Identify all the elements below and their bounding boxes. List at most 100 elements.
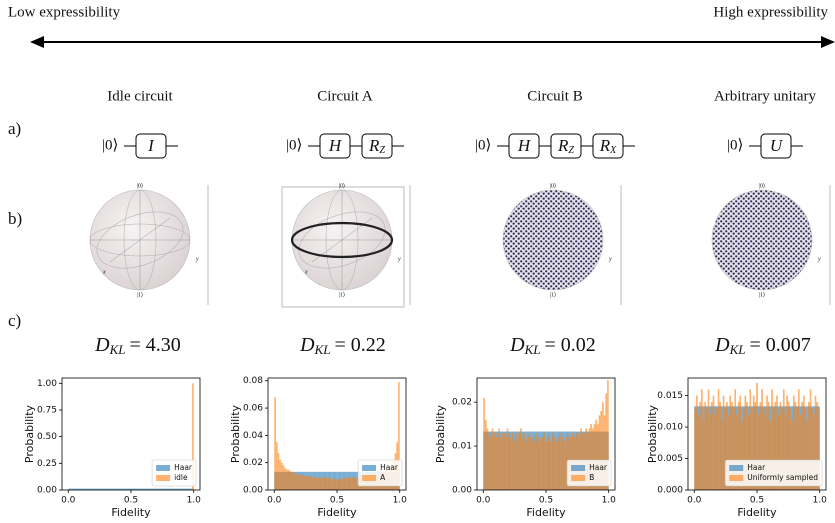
histogram-bar	[712, 395, 715, 490]
legend-swatch	[156, 475, 171, 481]
histogram-bar	[520, 428, 522, 490]
histogram-bar	[776, 395, 778, 490]
histogram-bar	[550, 441, 552, 490]
dkl-value: = 0.22	[335, 334, 386, 356]
histogram-bar	[287, 469, 290, 490]
histogram-bar	[69, 488, 72, 490]
histogram-bar	[74, 488, 77, 490]
gate-label: U	[770, 136, 784, 155]
histogram-bar	[73, 488, 75, 490]
histogram-bar	[146, 488, 149, 490]
histogram-bar	[183, 488, 186, 490]
histogram-bar	[737, 401, 740, 490]
histogram-bar	[108, 488, 111, 490]
x-tick-label: 0.0	[476, 496, 491, 506]
histogram-bar	[598, 415, 601, 490]
y-tick-label: 0.02	[452, 398, 472, 408]
y-tick-label: 1.00	[37, 379, 57, 389]
x-tick-label: 0.0	[61, 496, 76, 506]
histogram-bar	[774, 401, 777, 490]
histogram-bar	[814, 395, 817, 490]
histogram-bar	[799, 414, 802, 490]
histogram-bar	[158, 488, 161, 490]
histogram-bar	[491, 428, 494, 490]
row-label: c)	[8, 311, 21, 330]
histogram-bar	[101, 488, 104, 490]
histogram-bar	[796, 408, 799, 490]
histogram-bar	[585, 428, 588, 490]
histogram-bar	[729, 395, 732, 490]
histogram-bar	[151, 488, 154, 490]
row-label: a)	[8, 119, 21, 138]
arrow-head	[821, 36, 835, 48]
histogram-bar	[789, 408, 792, 490]
histogram-bar	[811, 408, 814, 490]
histogram-bar	[593, 424, 596, 490]
dkl-value: = 4.30	[130, 334, 181, 356]
histogram-bar	[68, 488, 70, 490]
histogram-bar	[304, 476, 307, 490]
histogram-bar	[133, 488, 136, 490]
row-label: b)	[8, 209, 22, 228]
gate-symbol: R	[599, 136, 611, 155]
high-label: High expressibility	[713, 4, 828, 20]
bloch-label: y	[195, 256, 199, 262]
dkl: DKL = 0.22	[299, 334, 386, 357]
x-tick-label: 1.0	[187, 496, 202, 506]
histogram-bar	[732, 408, 735, 490]
dkl-sub: KL	[729, 342, 746, 357]
legend-label: A	[380, 473, 386, 482]
dkl: DKL = 0.02	[509, 334, 596, 357]
x-tick-label: 0.5	[539, 496, 553, 506]
histogram-bar	[327, 477, 330, 490]
histogram-bar	[93, 488, 95, 490]
histogram-bar	[736, 414, 738, 490]
histogram-bar	[168, 488, 171, 490]
histogram-bar	[135, 488, 137, 490]
histogram-bar	[489, 437, 492, 490]
histogram-bar	[110, 488, 112, 490]
legend-swatch	[571, 475, 586, 481]
histogram-bar	[153, 488, 156, 490]
x-tick-label: 0.0	[687, 496, 702, 506]
gate-sub: Z	[568, 145, 574, 156]
histogram-bar	[546, 437, 549, 490]
y-tick-label: 0.00	[243, 486, 263, 496]
histogram-bar	[710, 401, 713, 490]
histogram-bar	[749, 389, 752, 490]
histogram-bar	[563, 441, 566, 490]
histogram-bar	[94, 488, 97, 490]
arrow-head	[30, 36, 44, 48]
histogram-bar	[275, 442, 278, 490]
histogram-bar	[498, 428, 500, 490]
histogram-bar	[337, 479, 340, 490]
histogram-bar	[279, 459, 281, 490]
histogram-bar	[322, 477, 325, 490]
histogram-bar	[295, 473, 298, 490]
ket: |0⟩	[475, 137, 491, 153]
histogram-bar	[317, 477, 320, 490]
histogram-bar	[76, 488, 79, 490]
column-title: Arbitrary unitary	[714, 88, 817, 104]
histogram-bar	[312, 477, 315, 490]
histogram-bar	[125, 488, 127, 490]
histogram-bar	[804, 408, 807, 490]
histogram-bar	[86, 488, 89, 490]
histogram-bar	[818, 408, 820, 490]
histogram-bar	[294, 473, 296, 490]
histogram-bar	[545, 441, 547, 490]
histogram-bar	[103, 488, 106, 490]
gate-sub: Z	[379, 145, 385, 156]
histogram-bar	[751, 408, 753, 490]
bloch-sphere: |0⟩ |1⟩ x y	[281, 182, 411, 308]
bloch-label: y	[817, 256, 821, 262]
sphere-circle	[96, 211, 184, 269]
histogram-bar	[699, 401, 701, 490]
histogram-bar	[484, 419, 487, 490]
histogram-bar	[553, 437, 556, 490]
y-axis-label: Probability	[434, 404, 447, 463]
sphere-circle	[298, 211, 386, 269]
histogram-bar	[83, 488, 85, 490]
gate-label: RZ	[557, 136, 574, 156]
histogram-bar	[722, 395, 725, 490]
